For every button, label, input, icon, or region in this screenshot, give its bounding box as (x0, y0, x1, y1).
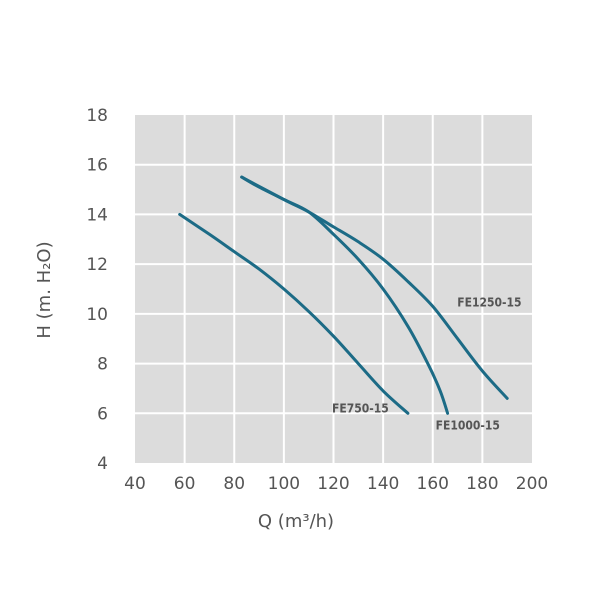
series-label-fe1000-15: FE1000-15 (436, 418, 500, 432)
x-tick-label: 160 (417, 474, 449, 494)
x-tick-label: 60 (174, 474, 196, 494)
x-tick-label: 80 (223, 474, 245, 494)
y-tick-label: 10 (86, 305, 108, 325)
series-label-fe1250-15: FE1250-15 (457, 295, 521, 309)
series-group: FE750-15 FE1000-15 FE1250-15 (178, 175, 522, 432)
y-tick-label: 6 (97, 404, 108, 424)
series-label-fe750-15: FE750-15 (332, 401, 389, 415)
x-tick-label: 100 (268, 474, 300, 494)
y-tick-label: 8 (97, 355, 108, 375)
y-axis: 4 6 8 10 12 14 16 18 (86, 106, 108, 474)
series-line-fe1250-15 (240, 175, 509, 400)
x-tick-label: 120 (317, 474, 349, 494)
y-axis-title: H (m. H₂O) (34, 241, 55, 338)
y-tick-label: 4 (97, 454, 108, 474)
series-line-fe750-15 (178, 212, 410, 415)
x-tick-label: 40 (124, 474, 146, 494)
x-tick-label: 180 (466, 474, 498, 494)
x-tick-label: 140 (367, 474, 399, 494)
y-tick-label: 14 (86, 205, 108, 225)
x-axis-title: Q (m³/h) (258, 511, 334, 532)
x-axis: 40 60 80 100 120 140 160 180 200 (124, 474, 548, 494)
y-tick-label: 16 (86, 156, 108, 176)
y-tick-label: 18 (86, 106, 108, 126)
x-tick-label: 200 (516, 474, 548, 494)
y-tick-label: 12 (86, 255, 108, 275)
